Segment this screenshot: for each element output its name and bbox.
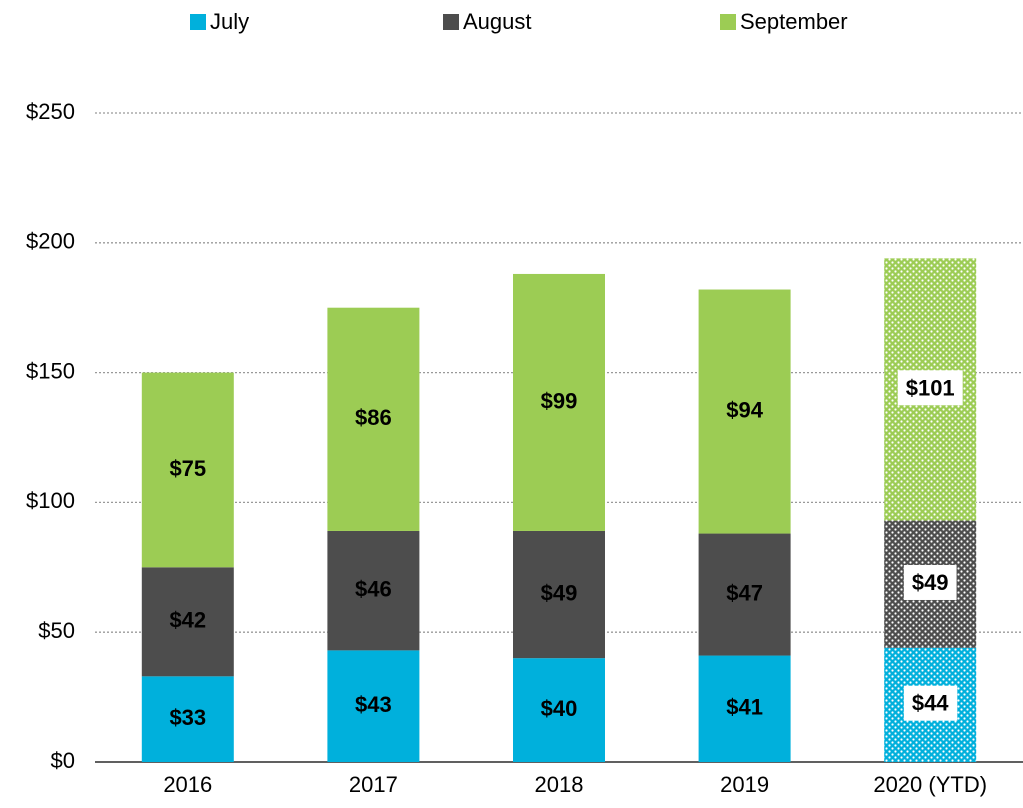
value-label: $86 [355,405,392,430]
bar-segment [513,530,605,659]
value-label: $33 [169,705,206,730]
value-label: $43 [355,692,392,717]
value-label-box [903,685,958,721]
legend-label: August [463,9,532,34]
y-tick-label: $150 [26,358,75,383]
bar-segment [698,289,791,534]
value-label: $49 [541,580,578,605]
value-label: $40 [541,696,578,721]
value-label: $46 [355,576,392,601]
x-tick-label: 2016 [163,772,212,797]
value-label: $94 [726,397,763,422]
bar-segment [698,655,791,762]
x-tick-label: 2018 [535,772,584,797]
legend-swatch [720,14,736,30]
legend-label: July [210,9,249,34]
value-label: $49 [912,570,949,595]
bar-segment [141,676,234,762]
bar-segment [327,650,420,762]
bar-segment [327,530,420,651]
y-tick-label: $200 [26,229,75,254]
value-label: $47 [726,580,763,605]
legend-swatch [190,14,206,30]
bar-segment [513,658,605,762]
value-label: $101 [906,375,955,400]
bar-segment [698,533,791,656]
value-label: $42 [169,608,206,633]
bar-segment [513,273,605,531]
x-tick-label: 2019 [720,772,769,797]
bar-segment [327,307,420,531]
x-tick-label: 2020 (YTD) [873,772,987,797]
value-label-box [903,564,957,600]
y-tick-label: $250 [26,99,75,124]
value-label: $75 [169,456,206,481]
bar-segment [141,567,234,677]
y-tick-label: $100 [26,488,75,513]
legend-swatch [443,14,459,30]
legend-label: September [740,9,848,34]
x-tick-label: 2017 [349,772,398,797]
y-tick-label: $0 [51,748,75,773]
value-label: $41 [726,695,763,720]
value-label: $44 [912,691,949,716]
value-label: $99 [541,388,578,413]
bar-segment [141,372,234,568]
value-label-box [897,370,963,406]
y-tick-label: $50 [38,618,75,643]
